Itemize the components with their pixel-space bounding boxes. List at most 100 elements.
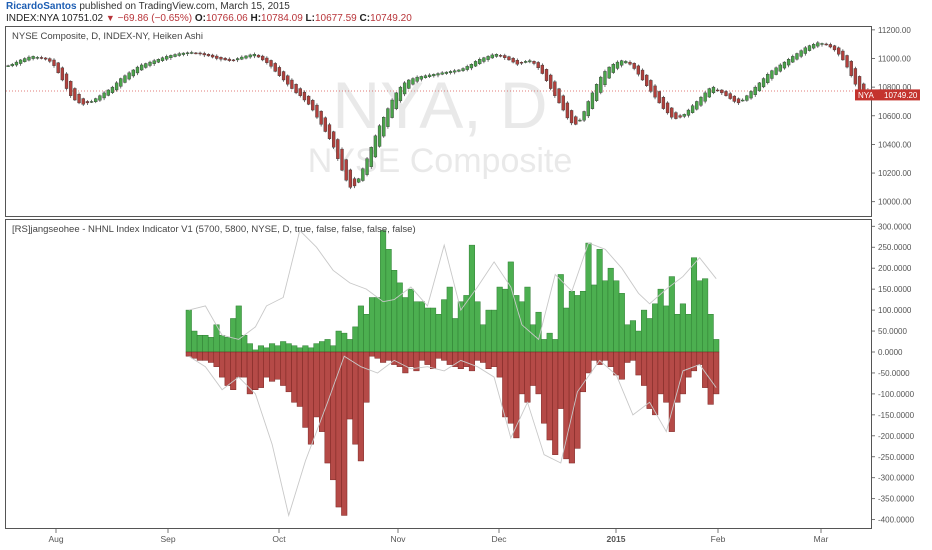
candle-body xyxy=(152,60,156,64)
new-lows-bar xyxy=(235,351,242,378)
new-lows-bar xyxy=(285,351,292,393)
candle-body xyxy=(148,61,152,66)
new-lows-bar xyxy=(641,351,648,386)
new-lows-bar xyxy=(424,351,431,365)
candle-body xyxy=(532,61,536,64)
new-lows-bar xyxy=(213,351,220,367)
new-lows-bar xyxy=(546,351,553,441)
new-highs-bar xyxy=(557,274,564,353)
candle-body xyxy=(244,55,248,59)
candle-body xyxy=(791,56,795,63)
candle-body xyxy=(119,78,123,87)
new-lows-bar xyxy=(685,351,692,378)
candle-body xyxy=(599,76,603,93)
candle-body xyxy=(394,92,398,110)
new-highs-bar xyxy=(296,347,303,353)
candle-body xyxy=(469,64,474,69)
candle-body xyxy=(198,52,202,55)
new-lows-bar xyxy=(274,351,281,380)
new-highs-bar xyxy=(613,280,620,353)
candle-body xyxy=(816,42,820,47)
new-lows-bar xyxy=(263,351,270,378)
candle-body xyxy=(490,54,494,59)
new-highs-bar xyxy=(468,244,475,353)
candle-body xyxy=(89,101,94,103)
candle-body xyxy=(624,61,628,64)
candle-body xyxy=(402,82,407,95)
x-tick-label: Aug xyxy=(48,534,63,544)
new-lows-bar xyxy=(529,351,537,386)
candle-body xyxy=(628,61,632,65)
candle-body xyxy=(419,76,423,80)
candle-body xyxy=(536,62,540,69)
candle-body xyxy=(786,59,791,66)
candle-body xyxy=(256,54,261,58)
new-highs-bar xyxy=(263,347,270,353)
new-lows-bar xyxy=(446,351,453,365)
candle-body xyxy=(582,111,586,121)
indicator-y-axis: 300.0000 250.0000 200.0000 150.0000 100.0000… xyxy=(871,222,915,525)
new-highs-bar xyxy=(363,314,370,353)
author-link[interactable]: RicardoSantos xyxy=(6,1,77,12)
price-tick-label: 10800.00 xyxy=(878,83,912,92)
price-panel-frame xyxy=(5,26,872,217)
candle-body xyxy=(298,88,302,96)
candle-body xyxy=(43,57,48,60)
candle-body xyxy=(210,54,215,58)
candle-body xyxy=(398,86,403,102)
new-highs-bar xyxy=(319,341,326,353)
candle-body xyxy=(565,102,570,119)
new-highs-bar xyxy=(280,341,287,353)
candle-body xyxy=(98,95,102,101)
new-highs-bar xyxy=(196,334,203,353)
candle-body xyxy=(60,67,65,81)
candle-body xyxy=(636,65,641,75)
new-lows-bar xyxy=(502,351,509,418)
candle-body xyxy=(331,131,336,148)
candle-body xyxy=(427,74,432,77)
new-lows-bar xyxy=(435,351,442,359)
candle-body xyxy=(294,84,298,94)
candle-body xyxy=(206,53,211,57)
candle-body xyxy=(482,57,486,62)
last-price-badge-value: 10749.20 xyxy=(884,91,918,100)
candle-body xyxy=(382,117,386,137)
new-lows-bar xyxy=(563,351,570,460)
candle-body xyxy=(453,70,457,73)
new-highs-bar xyxy=(207,337,215,353)
new-lows-bar xyxy=(574,351,581,449)
candle-body xyxy=(48,58,52,62)
candle-body xyxy=(448,71,453,74)
candle-body xyxy=(853,68,858,85)
candle-body xyxy=(177,53,181,56)
indicator-tick-label: -350.0000 xyxy=(878,495,915,504)
candle-body xyxy=(144,63,148,68)
new-highs-bar xyxy=(480,324,487,353)
candle-body xyxy=(498,55,503,57)
candle-body xyxy=(302,91,307,101)
candle-body xyxy=(707,88,711,98)
candle-body xyxy=(465,66,469,70)
candle-body xyxy=(799,50,803,57)
candle-body xyxy=(223,58,227,61)
candle-body xyxy=(690,105,695,113)
candle-body xyxy=(127,72,131,80)
candle-body xyxy=(323,117,327,132)
new-lows-bar xyxy=(302,351,309,428)
candle-body xyxy=(607,66,611,79)
indicator-bars xyxy=(185,229,720,518)
candle-body xyxy=(10,64,14,67)
new-highs-bar xyxy=(474,301,481,353)
new-lows-bar xyxy=(341,351,348,516)
time-x-axis: Aug Sep Oct Nov Dec 2015 Feb Mar xyxy=(6,528,870,544)
candle-body xyxy=(231,59,236,62)
candle-body xyxy=(699,96,703,106)
price-change: −69.86 (−0.65%) xyxy=(117,13,193,24)
new-highs-bar xyxy=(568,290,575,353)
new-lows-bar xyxy=(185,351,192,357)
new-highs-bar xyxy=(291,345,298,353)
new-lows-bar xyxy=(374,351,381,359)
candle-body xyxy=(114,82,119,91)
